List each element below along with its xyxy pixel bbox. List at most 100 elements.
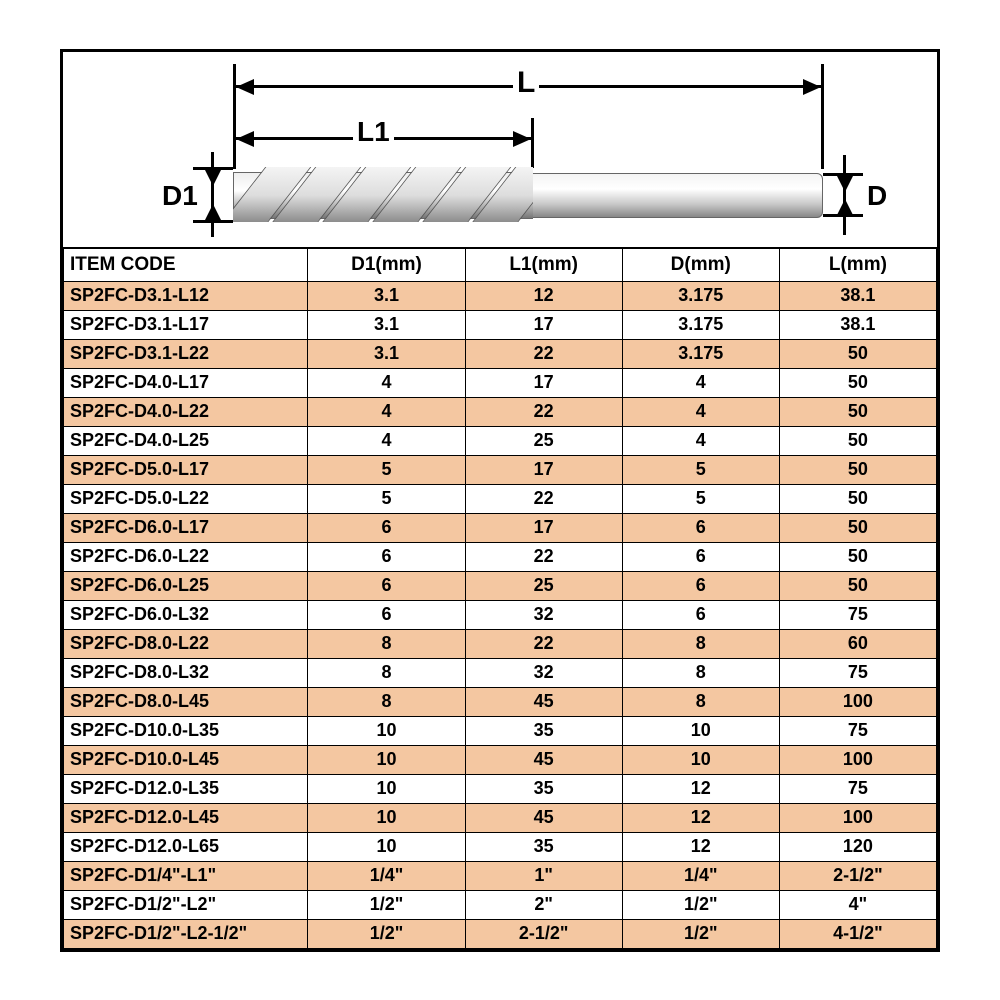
cell-value: 35 — [465, 774, 622, 803]
table-row: SP2FC-D10.0-L45104510100 — [64, 745, 937, 774]
arrow-L1-right — [513, 131, 531, 147]
cell-item-code: SP2FC-D8.0-L45 — [64, 687, 308, 716]
spec-table: ITEM CODE D1(mm) L1(mm) D(mm) L(mm) SP2F… — [63, 248, 937, 949]
cell-value: 2-1/2" — [465, 919, 622, 948]
cell-value: 38.1 — [779, 281, 936, 310]
col-item-code: ITEM CODE — [64, 248, 308, 281]
cell-value: 100 — [779, 745, 936, 774]
label-D1: D1 — [158, 180, 202, 212]
cell-item-code: SP2FC-D8.0-L22 — [64, 629, 308, 658]
col-l: L(mm) — [779, 248, 936, 281]
cell-item-code: SP2FC-D4.0-L22 — [64, 397, 308, 426]
cell-item-code: SP2FC-D3.1-L22 — [64, 339, 308, 368]
cell-value: 50 — [779, 571, 936, 600]
cell-value: 6 — [308, 600, 465, 629]
table-row: SP2FC-D10.0-L3510351075 — [64, 716, 937, 745]
cell-value: 6 — [308, 571, 465, 600]
cell-value: 22 — [465, 484, 622, 513]
table-header-row: ITEM CODE D1(mm) L1(mm) D(mm) L(mm) — [64, 248, 937, 281]
label-D: D — [863, 180, 891, 212]
cell-item-code: SP2FC-D10.0-L45 — [64, 745, 308, 774]
cell-value: 3.1 — [308, 339, 465, 368]
cell-value: 1/4" — [308, 861, 465, 890]
cell-item-code: SP2FC-D8.0-L32 — [64, 658, 308, 687]
cell-item-code: SP2FC-D1/2"-L2" — [64, 890, 308, 919]
cell-value: 1/2" — [622, 890, 779, 919]
cell-value: 17 — [465, 310, 622, 339]
cell-value: 1/4" — [622, 861, 779, 890]
cell-item-code: SP2FC-D5.0-L17 — [64, 455, 308, 484]
table-row: SP2FC-D8.0-L458458100 — [64, 687, 937, 716]
cell-value: 45 — [465, 687, 622, 716]
table-row: SP2FC-D3.1-L223.1223.17550 — [64, 339, 937, 368]
table-row: SP2FC-D4.0-L25425450 — [64, 426, 937, 455]
cell-value: 8 — [308, 658, 465, 687]
cell-value: 60 — [779, 629, 936, 658]
table-row: SP2FC-D3.1-L123.1123.17538.1 — [64, 281, 937, 310]
cell-value: 4 — [308, 426, 465, 455]
cell-item-code: SP2FC-D4.0-L25 — [64, 426, 308, 455]
cell-value: 4 — [308, 397, 465, 426]
cell-value: 5 — [622, 484, 779, 513]
cell-value: 25 — [465, 426, 622, 455]
tool-diagram: L L1 D1 — [63, 52, 937, 248]
cell-value: 35 — [465, 716, 622, 745]
cell-value: 50 — [779, 484, 936, 513]
cell-value: 1/2" — [308, 919, 465, 948]
cell-value: 8 — [308, 687, 465, 716]
cell-value: 4 — [622, 397, 779, 426]
cell-value: 4 — [622, 426, 779, 455]
cell-value: 12 — [622, 774, 779, 803]
cell-value: 32 — [465, 658, 622, 687]
dim-line-D — [843, 155, 846, 235]
cell-value: 75 — [779, 658, 936, 687]
cell-value: 75 — [779, 774, 936, 803]
cell-item-code: SP2FC-D3.1-L12 — [64, 281, 308, 310]
table-row: SP2FC-D4.0-L22422450 — [64, 397, 937, 426]
cell-value: 6 — [622, 513, 779, 542]
cell-value: 4 — [622, 368, 779, 397]
cell-value: 5 — [308, 484, 465, 513]
cell-value: 75 — [779, 716, 936, 745]
cell-value: 10 — [308, 803, 465, 832]
cell-value: 17 — [465, 455, 622, 484]
cell-value: 8 — [622, 687, 779, 716]
dim-ext-L-right — [821, 64, 824, 169]
cell-value: 12 — [465, 281, 622, 310]
cell-value: 50 — [779, 455, 936, 484]
arrow-L1-left — [236, 131, 254, 147]
cell-value: 6 — [622, 571, 779, 600]
cell-value: 45 — [465, 803, 622, 832]
cell-value: 10 — [308, 716, 465, 745]
cell-value: 3.1 — [308, 310, 465, 339]
cell-item-code: SP2FC-D5.0-L22 — [64, 484, 308, 513]
table-row: SP2FC-D6.0-L25625650 — [64, 571, 937, 600]
cell-item-code: SP2FC-D12.0-L65 — [64, 832, 308, 861]
cell-value: 5 — [308, 455, 465, 484]
cell-value: 50 — [779, 339, 936, 368]
cell-value: 4" — [779, 890, 936, 919]
cell-value: 6 — [308, 542, 465, 571]
cell-value: 17 — [465, 513, 622, 542]
cell-value: 3.175 — [622, 339, 779, 368]
arrow-D-top — [837, 176, 853, 192]
cell-value: 2" — [465, 890, 622, 919]
cell-value: 32 — [465, 600, 622, 629]
arrow-D1-top — [205, 170, 221, 186]
cell-value: 22 — [465, 629, 622, 658]
table-row: SP2FC-D12.0-L3510351275 — [64, 774, 937, 803]
cell-value: 35 — [465, 832, 622, 861]
cell-value: 25 — [465, 571, 622, 600]
cell-value: 22 — [465, 339, 622, 368]
tool-flute — [233, 167, 533, 222]
table-row: SP2FC-D5.0-L17517550 — [64, 455, 937, 484]
cell-value: 3.1 — [308, 281, 465, 310]
cell-item-code: SP2FC-D12.0-L35 — [64, 774, 308, 803]
cell-value: 2-1/2" — [779, 861, 936, 890]
cell-value: 38.1 — [779, 310, 936, 339]
col-d1: D1(mm) — [308, 248, 465, 281]
table-row: SP2FC-D4.0-L17417450 — [64, 368, 937, 397]
cell-value: 120 — [779, 832, 936, 861]
arrow-D1-bot — [205, 204, 221, 220]
col-d: D(mm) — [622, 248, 779, 281]
